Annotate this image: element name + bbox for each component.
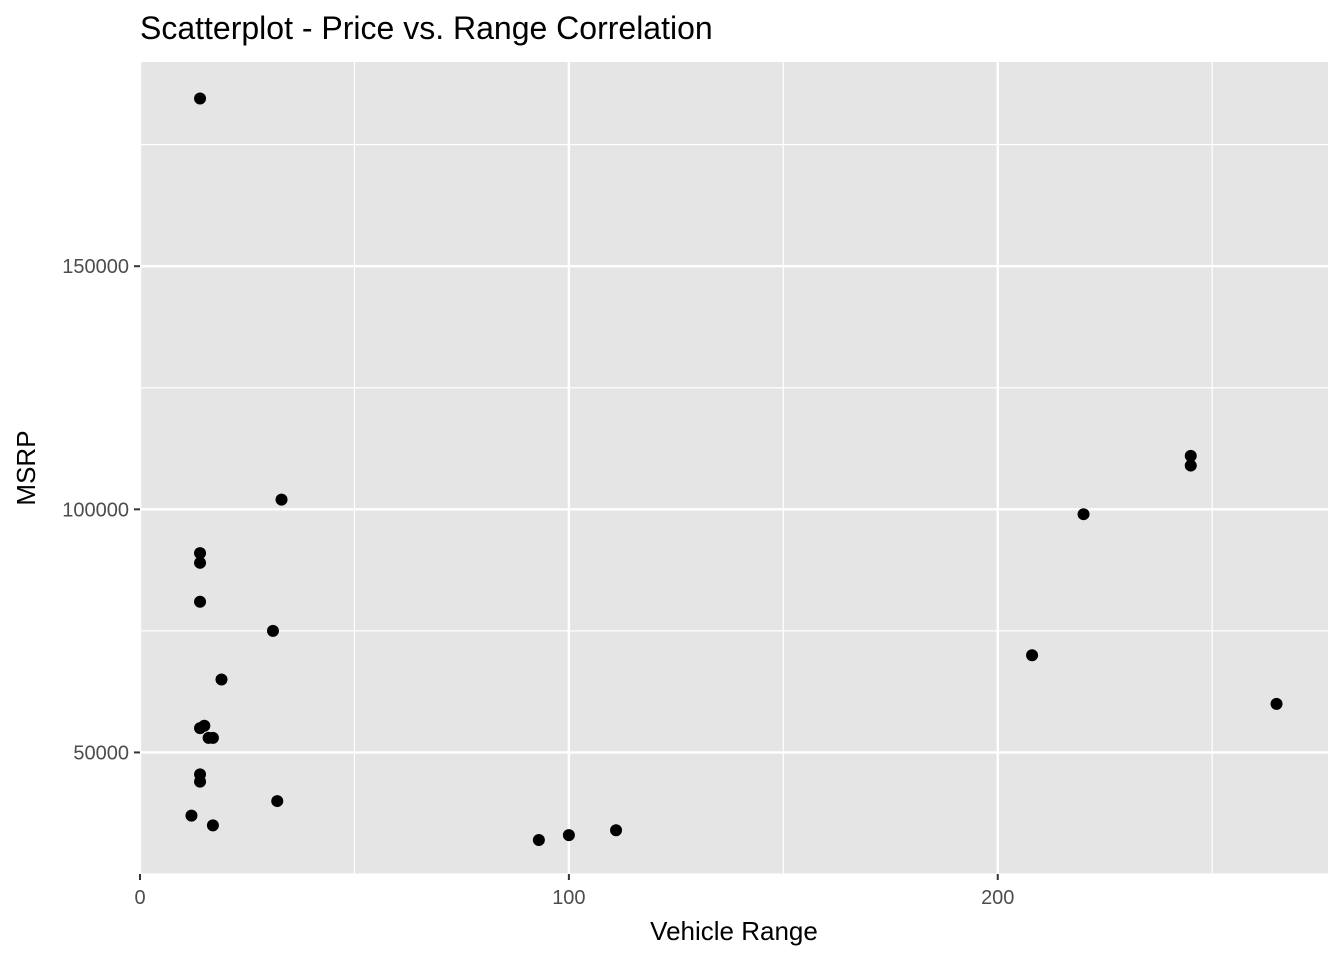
y-tick-label: 50000 [73,742,129,764]
grid-minor [140,62,1328,875]
data-point [215,673,228,686]
data-point [206,819,219,832]
x-axis: 0 100 200 [134,874,1014,909]
data-points [185,92,1283,846]
data-point [562,829,575,842]
chart-title: Scatterplot - Price vs. Range Correlatio… [140,10,713,46]
x-tick-label: 0 [134,887,145,909]
y-axis-title: MSRP [11,430,41,505]
data-point [1270,697,1283,710]
data-point [1026,649,1039,662]
data-point [1184,449,1197,462]
x-tick-label: 200 [981,887,1014,909]
data-point [275,493,288,506]
grid-major [138,62,1328,874]
data-point [1077,508,1090,521]
data-point [206,731,219,744]
data-point [194,595,207,608]
y-tick-label: 100000 [62,499,129,521]
x-tick-label: 100 [552,887,585,909]
data-point [194,556,207,569]
data-point [198,719,211,732]
data-point [185,809,198,822]
data-point [610,824,623,837]
data-point [194,775,207,788]
y-axis: 50000 100000 150000 [62,256,140,764]
data-point [1184,459,1197,472]
data-point [532,833,545,846]
x-axis-title: Vehicle Range [650,916,818,946]
data-point [194,547,207,560]
plot-panel [140,62,1328,874]
data-point [266,624,279,637]
data-point [194,92,207,105]
y-tick-label: 150000 [62,256,129,278]
data-point [271,795,284,808]
